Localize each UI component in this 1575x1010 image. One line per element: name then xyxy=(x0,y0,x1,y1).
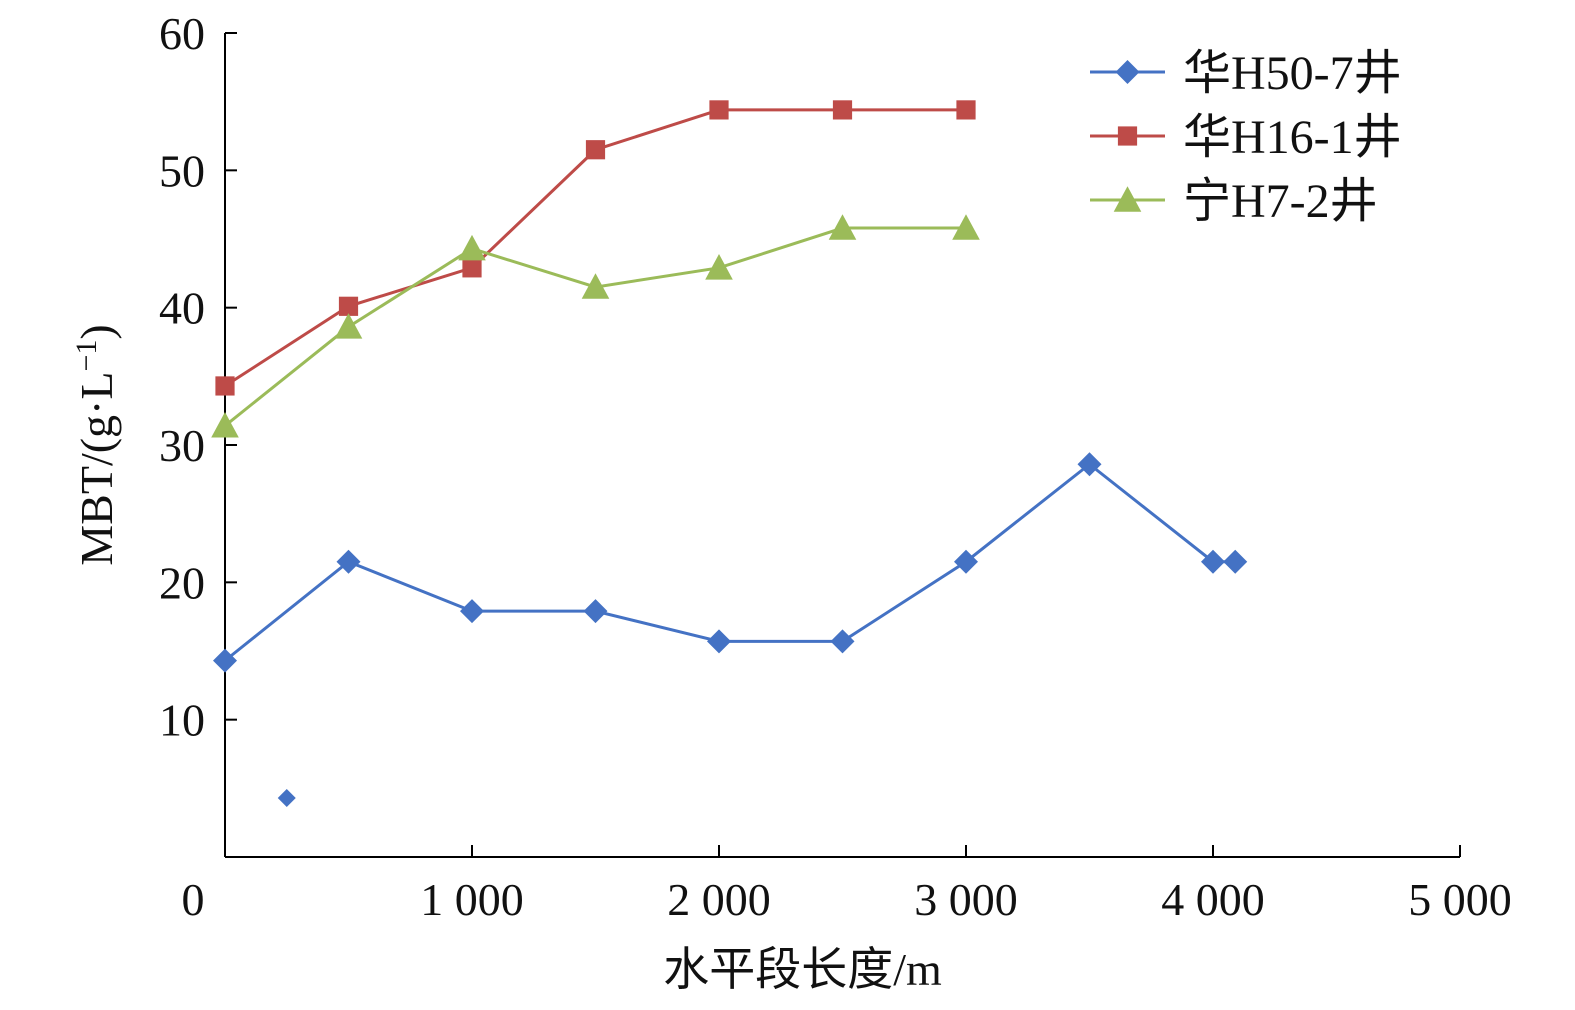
series-3 xyxy=(211,214,980,438)
x-tick-label: 3 000 xyxy=(914,874,1018,925)
data-point-triangle xyxy=(705,254,733,280)
series-2 xyxy=(215,100,976,396)
data-point-diamond xyxy=(460,599,484,624)
data-point-diamond xyxy=(707,629,731,654)
x-tick-label: 0 xyxy=(182,874,205,925)
data-point-triangle xyxy=(581,273,610,299)
legend-label: 宁H7-2井 xyxy=(1183,175,1378,228)
data-point-diamond xyxy=(213,648,237,673)
data-point-diamond xyxy=(1077,452,1102,477)
y-axis-title-close: ) xyxy=(71,324,122,339)
x-tick-label: 5 000 xyxy=(1408,874,1512,925)
y-axis-title: MBT/(g·L−1) xyxy=(70,324,123,565)
series-layer xyxy=(211,100,1248,807)
data-point-diamond xyxy=(277,788,296,807)
y-tick-label: 30 xyxy=(159,420,205,471)
legend-item-1: 华H50-7井 xyxy=(1090,47,1402,100)
axes: 0 1 000 2 000 3 000 4 000 5 000 10 20 30 40 50 60 xyxy=(159,8,1512,925)
legend-label: 华H50-7井 xyxy=(1183,47,1402,100)
legend-label: 华H16-1井 xyxy=(1183,111,1402,164)
y-axis-title-main: MBT/(g·L xyxy=(71,372,122,566)
y-tick-label: 50 xyxy=(159,145,205,196)
data-point-diamond xyxy=(583,599,608,624)
data-point-diamond xyxy=(1115,60,1140,84)
series-line xyxy=(224,462,1236,662)
series-line xyxy=(224,226,966,427)
data-point-triangle xyxy=(334,313,363,339)
data-point-triangle xyxy=(1113,186,1142,212)
x-tick-label: 4 000 xyxy=(1161,874,1265,925)
y-tick-label: 10 xyxy=(159,695,205,746)
data-point-diamond xyxy=(336,549,361,574)
data-point-diamond xyxy=(1201,549,1225,574)
data-point-diamond xyxy=(954,549,978,574)
legend-item-2: 华H16-1井 xyxy=(1090,111,1402,164)
data-point-triangle xyxy=(828,214,857,240)
data-point-triangle xyxy=(211,411,239,438)
data-point-square xyxy=(462,258,482,278)
x-tick-label: 2 000 xyxy=(667,874,771,925)
y-tick-label: 40 xyxy=(159,283,205,334)
data-point-diamond xyxy=(830,629,855,654)
data-point-triangle xyxy=(458,234,486,261)
data-point-square xyxy=(1117,126,1138,146)
legend-item-3: 宁H7-2井 xyxy=(1090,175,1378,228)
data-point-square xyxy=(709,100,729,120)
data-point-diamond xyxy=(1223,549,1248,574)
y-axis-title-sup: −1 xyxy=(70,340,103,372)
y-tick-label: 20 xyxy=(159,557,205,608)
data-point-square xyxy=(832,100,853,120)
data-point-square xyxy=(956,100,976,120)
data-point-triangle xyxy=(952,214,980,240)
x-tick-label: 1 000 xyxy=(420,874,524,925)
series-1 xyxy=(213,452,1248,673)
data-point-square xyxy=(338,296,359,316)
x-axis-title: 水平段长度/m xyxy=(663,944,942,995)
data-point-square xyxy=(215,376,235,396)
y-tick-label: 60 xyxy=(159,8,205,59)
data-point-square xyxy=(585,140,606,160)
